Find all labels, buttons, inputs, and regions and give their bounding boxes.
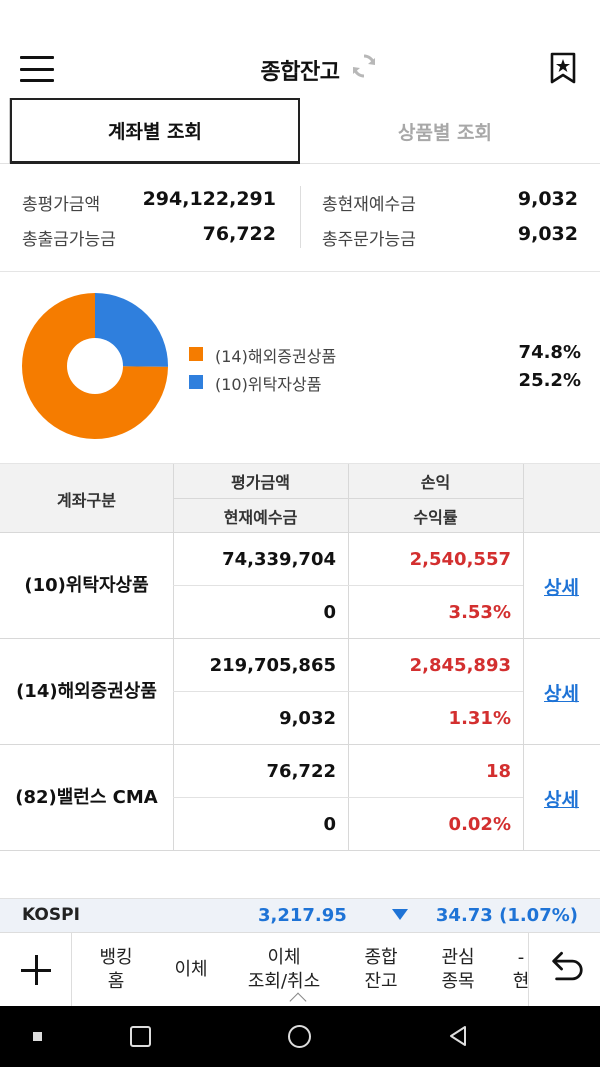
row-pnl: 18 xyxy=(485,760,511,782)
system-back-icon[interactable] xyxy=(447,1025,469,1047)
hamburger-menu-icon[interactable] xyxy=(20,54,54,84)
allocation-donut-chart xyxy=(22,293,168,439)
index-change: 34.73 (1.07%) xyxy=(435,905,578,926)
row-eval: 219,705,865 xyxy=(209,654,336,676)
row-cash: 0 xyxy=(323,602,336,623)
row-pnl: 2,845,893 xyxy=(409,654,511,676)
detail-link[interactable]: 상세 xyxy=(544,788,579,811)
legend-percent: 25.2% xyxy=(518,370,581,391)
nav-transfer-history[interactable]: 이체 조회/취소 xyxy=(247,947,321,992)
index-name: KOSPI xyxy=(22,905,80,925)
row-cash: 0 xyxy=(323,814,336,835)
orderable-label: 총주문가능금 xyxy=(322,230,416,250)
total-eval-value: 294,122,291 xyxy=(142,188,276,210)
balance-summary: 총평가금액 294,122,291 총출금가능금 76,722 총현재예수금 9… xyxy=(0,164,600,272)
view-tabs: 계좌별 조회 상품별 조회 xyxy=(0,98,600,164)
menu-dot-icon[interactable] xyxy=(33,1032,42,1041)
table-row: (10)위탁자상품 74,339,704 2,540,557 0 3.53% 상… xyxy=(0,533,600,639)
cash-label: 총현재예수금 xyxy=(322,195,416,215)
legend-item-overseas: (14)해외증권상품 74.8% xyxy=(189,342,581,366)
total-eval-label: 총평가금액 xyxy=(22,195,101,215)
detail-link[interactable]: 상세 xyxy=(544,682,579,705)
tab-by-product[interactable]: 상품별 조회 xyxy=(397,121,492,144)
legend-swatch xyxy=(189,375,203,389)
header-cash: 현재예수금 xyxy=(223,508,298,527)
row-account-name: (82)밸런스 CMA xyxy=(15,787,158,808)
recent-apps-icon[interactable] xyxy=(130,1026,151,1047)
legend-label: (14)해외증권상품 xyxy=(215,347,337,366)
pie-slice xyxy=(22,293,168,439)
table-header: 계좌구분 평가금액 손익 현재예수금 수익률 xyxy=(0,464,600,533)
nav-watchlist[interactable]: 관심 종목 xyxy=(441,947,475,992)
nav-total-balance[interactable]: 종합 잔고 xyxy=(364,947,398,992)
withdrawable-label: 총출금가능금 xyxy=(22,230,116,250)
withdrawable-value: 76,722 xyxy=(202,223,276,245)
home-icon[interactable] xyxy=(288,1025,311,1048)
back-arrow-icon[interactable] xyxy=(528,933,600,1007)
tab-by-account[interactable]: 계좌별 조회 xyxy=(10,98,300,164)
summary-divider xyxy=(300,186,301,248)
legend-label: (10)위탁자상품 xyxy=(215,375,322,394)
account-table: 계좌구분 평가금액 손익 현재예수금 수익률 (10)위탁자상품 74,339,… xyxy=(0,464,600,851)
row-pnl: 2,540,557 xyxy=(409,548,511,570)
legend-swatch xyxy=(189,347,203,361)
header-pnl: 손익 xyxy=(420,473,451,492)
market-index-ticker[interactable]: KOSPI 3,217.95 34.73 (1.07%) xyxy=(0,898,600,932)
row-eval: 74,339,704 xyxy=(222,548,336,570)
add-menu-icon[interactable] xyxy=(0,933,72,1007)
refresh-icon[interactable] xyxy=(350,52,378,80)
row-eval: 76,722 xyxy=(266,760,336,782)
bottom-navigation: 뱅킹 홈 이체 이체 조회/취소 종합 잔고 관심 종목 - 현 xyxy=(0,932,600,1010)
row-rate: 3.53% xyxy=(448,602,511,623)
index-value: 3,217.95 xyxy=(258,905,347,926)
nav-banking-home[interactable]: 뱅킹 홈 xyxy=(99,947,133,992)
table-row: (14)해외증권상품 219,705,865 2,845,893 9,032 1… xyxy=(0,639,600,745)
header-account: 계좌구분 xyxy=(57,490,116,510)
orderable-value: 9,032 xyxy=(517,223,578,245)
row-account-name: (14)해외증권상품 xyxy=(16,681,157,702)
row-rate: 1.31% xyxy=(448,708,511,729)
header-eval: 평가금액 xyxy=(231,473,290,492)
app-header: 종합잔고 xyxy=(0,40,600,98)
detail-link[interactable]: 상세 xyxy=(544,576,579,599)
legend-percent: 74.8% xyxy=(518,342,581,363)
down-arrow-icon xyxy=(392,909,408,920)
allocation-section: (14)해외증권상품 74.8% (10)위탁자상품 25.2% xyxy=(0,272,600,464)
row-account-name: (10)위탁자상품 xyxy=(24,575,149,596)
bookmark-star-icon[interactable] xyxy=(549,52,577,84)
cash-value: 9,032 xyxy=(517,188,578,210)
header-rate: 수익률 xyxy=(413,508,458,527)
donut-hole xyxy=(67,338,123,394)
nav-more-partial[interactable]: - 현 xyxy=(512,947,530,992)
table-row: (82)밸런스 CMA 76,722 18 0 0.02% 상세 xyxy=(0,745,600,851)
nav-transfer[interactable]: 이체 xyxy=(174,959,208,980)
legend-item-consignment: (10)위탁자상품 25.2% xyxy=(189,370,581,394)
row-rate: 0.02% xyxy=(448,814,511,835)
system-navigation-bar xyxy=(0,1006,600,1067)
page-title: 종합잔고 xyxy=(260,60,340,85)
status-bar xyxy=(0,0,600,40)
row-cash: 9,032 xyxy=(279,708,336,729)
